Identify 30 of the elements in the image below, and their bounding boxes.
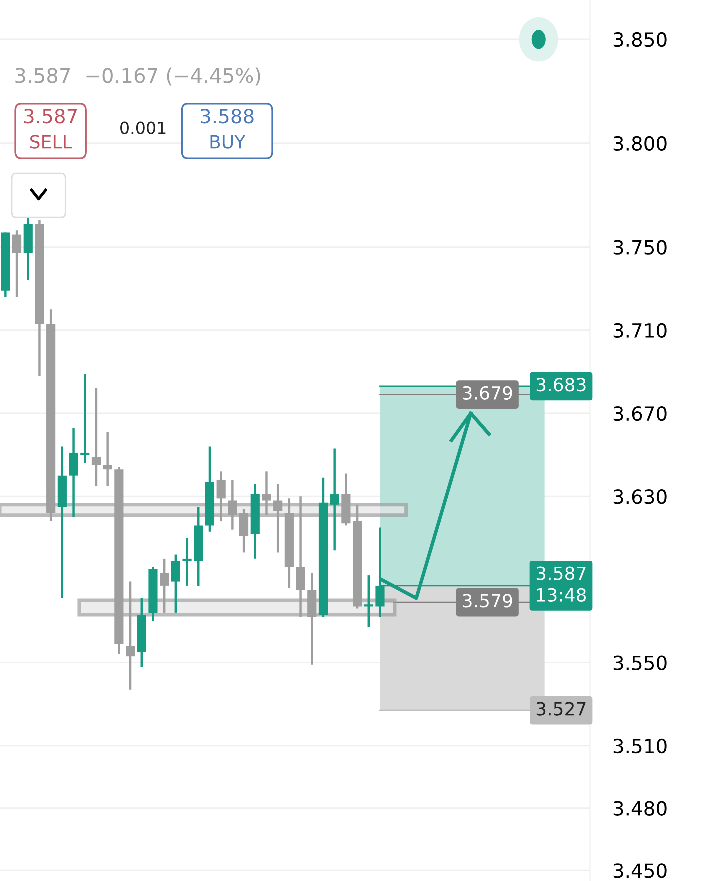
y-tick-label: 3.710 — [614, 323, 667, 338]
y-tick-label: 3.750 — [614, 240, 667, 255]
candlestick — [12, 230, 22, 298]
candlestick — [330, 448, 340, 552]
candlestick — [80, 372, 90, 464]
candlestick — [92, 387, 102, 488]
text: 3.587 −0.167 (−4.45%) — [16, 68, 260, 86]
y-tick-label: 3.630 — [614, 490, 667, 504]
ref-line-label: 3.587 13:48 — [536, 566, 586, 602]
annotation: 3.588 — [200, 108, 254, 124]
y-tick-label: 3.800 — [614, 136, 667, 152]
annotation: BUY — [210, 135, 246, 149]
y-tick-label: 3.670 — [614, 406, 667, 422]
annotation: 3.587 — [24, 108, 78, 124]
y-tick-label: 3.550 — [614, 656, 667, 670]
candlestick — [171, 554, 180, 614]
candlestick — [69, 426, 78, 518]
y-tick-label: 3.450 — [614, 864, 667, 878]
y-tick-label: 3.480 — [614, 801, 667, 816]
candlestick — [364, 574, 374, 629]
ref-line-label: 3.683 — [536, 378, 586, 392]
candlestick — [182, 537, 192, 588]
ref-line-label: 3.579 — [463, 594, 512, 608]
y-tick-label: 3.510 — [614, 738, 667, 754]
annotation: SELL — [30, 135, 72, 149]
y-tick-label: 3.850 — [614, 32, 667, 48]
ref-line-label: 3.527 — [536, 702, 586, 716]
candlestick — [103, 431, 112, 488]
annotation: 0.001 — [120, 122, 166, 134]
ref-line-label: 3.679 — [463, 386, 512, 400]
